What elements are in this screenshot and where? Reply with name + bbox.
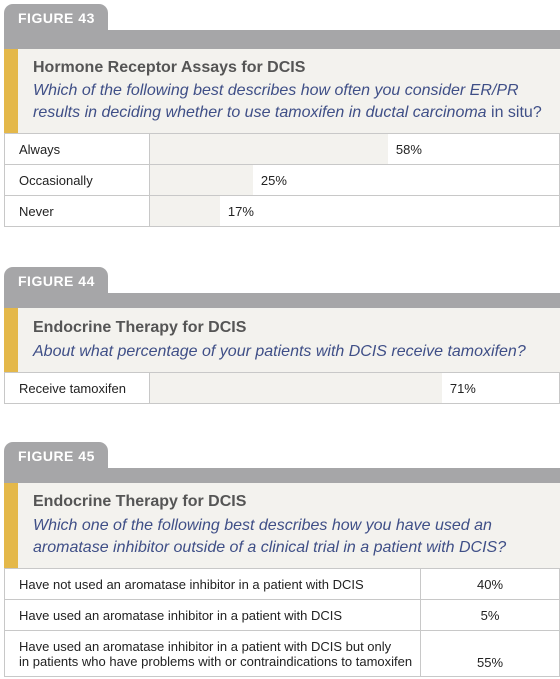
bar-cell: 17% bbox=[148, 195, 560, 227]
category-label: Always bbox=[4, 133, 150, 165]
bar-row: Receive tamoxifen 71% bbox=[4, 372, 560, 404]
tab-bar bbox=[4, 293, 560, 312]
value-label: 25% bbox=[260, 172, 287, 188]
figure-question: Which of the following best describes ho… bbox=[33, 80, 550, 124]
accent-stripe bbox=[4, 483, 18, 568]
tab-bar bbox=[4, 468, 560, 487]
accent-stripe bbox=[4, 49, 18, 134]
figure-tab: FIGURE 45 bbox=[4, 442, 108, 468]
figure-title: Endocrine Therapy for DCIS bbox=[33, 319, 247, 336]
bar-table: Receive tamoxifen 71% bbox=[4, 372, 560, 404]
figure-title: Hormone Receptor Assays for DCIS bbox=[33, 59, 306, 76]
question-text: Which of the following best describes ho… bbox=[33, 82, 519, 121]
bar-cell: 71% bbox=[148, 372, 560, 404]
accent-stripe bbox=[4, 308, 18, 372]
figure-question: About what percentage of your patients w… bbox=[33, 343, 526, 360]
figure-header: Hormone Receptor Assays for DCIS Which o… bbox=[4, 49, 560, 134]
bar bbox=[149, 196, 220, 226]
figure-header: Endocrine Therapy for DCIS About what pe… bbox=[4, 308, 560, 372]
figure-header: Endocrine Therapy for DCIS Which one of … bbox=[4, 483, 560, 568]
bar-row: Never 17% bbox=[4, 195, 560, 227]
category-label: Have used an aromatase inhibitor in a pa… bbox=[4, 630, 421, 677]
table-row: Have not used an aromatase inhibitor in … bbox=[4, 568, 560, 600]
bar-cell: 25% bbox=[148, 164, 560, 196]
category-label: Occasionally bbox=[4, 164, 150, 196]
category-label: Receive tamoxifen bbox=[4, 372, 150, 404]
value-label: 40% bbox=[420, 568, 560, 600]
value-label: 55% bbox=[420, 630, 560, 677]
table-row: Have used an aromatase inhibitor in a pa… bbox=[4, 599, 560, 631]
bar bbox=[149, 165, 253, 195]
figure-43: FIGURE 43 Hormone Receptor Assays for DC… bbox=[0, 4, 560, 228]
bar-row: Always 58% bbox=[4, 133, 560, 165]
category-label: Have not used an aromatase inhibitor in … bbox=[4, 568, 421, 600]
response-table: Have not used an aromatase inhibitor in … bbox=[4, 568, 560, 677]
figure-45: FIGURE 45 Endocrine Therapy for DCIS Whi… bbox=[0, 442, 560, 679]
question-suffix: in situ? bbox=[486, 104, 542, 121]
value-label: 58% bbox=[395, 141, 422, 157]
bar bbox=[149, 134, 388, 164]
category-label: Have used an aromatase inhibitor in a pa… bbox=[4, 599, 421, 631]
figure-tab: FIGURE 43 bbox=[4, 4, 108, 30]
value-label: 5% bbox=[420, 599, 560, 631]
value-label: 71% bbox=[449, 380, 476, 396]
figure-44: FIGURE 44 Endocrine Therapy for DCIS Abo… bbox=[0, 267, 560, 407]
bar-cell: 58% bbox=[148, 133, 560, 165]
table-row: Have used an aromatase inhibitor in a pa… bbox=[4, 630, 560, 677]
bar bbox=[149, 373, 442, 403]
figure-question: Which one of the following best describe… bbox=[33, 517, 507, 556]
bar-table: Always 58% Occasionally 25% Never 17% bbox=[4, 133, 560, 227]
value-label: 17% bbox=[227, 203, 254, 219]
figure-title: Endocrine Therapy for DCIS bbox=[33, 493, 247, 510]
bar-row: Occasionally 25% bbox=[4, 164, 560, 196]
tab-bar bbox=[4, 30, 560, 49]
category-label: Never bbox=[4, 195, 150, 227]
figure-tab: FIGURE 44 bbox=[4, 267, 108, 293]
